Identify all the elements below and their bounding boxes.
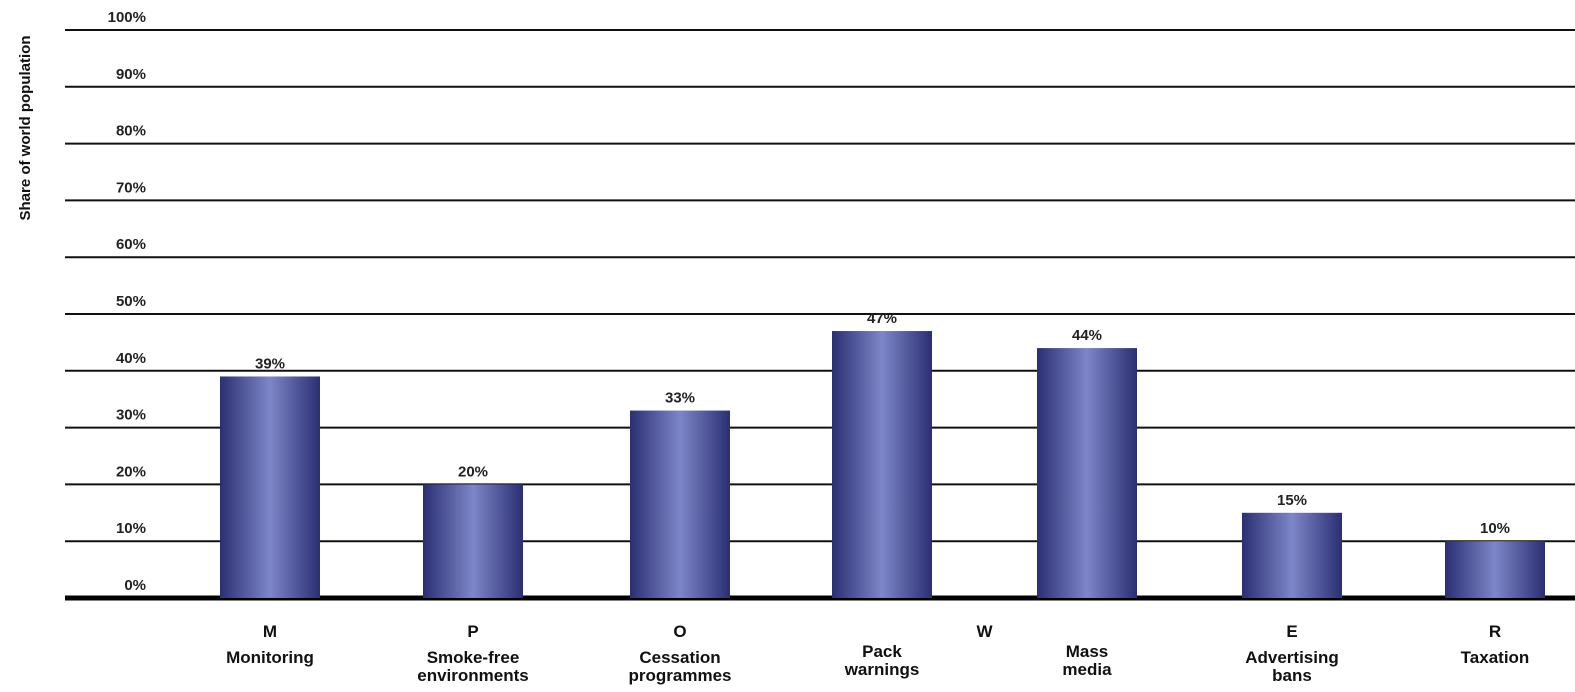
- y-axis-ticks: 0% 10% 20% 30% 40% 50% 60% 70% 80% 90% 100%: [108, 9, 146, 594]
- category-label: Cessation: [639, 648, 720, 667]
- y-tick-label: 60%: [116, 236, 146, 253]
- bar: [1037, 348, 1137, 598]
- category-letter: E: [1286, 622, 1297, 641]
- category-letter: M: [263, 622, 277, 641]
- bar: [423, 484, 523, 598]
- bar: [832, 331, 932, 598]
- data-label: 15%: [1277, 492, 1307, 509]
- category-label: bans: [1272, 666, 1312, 685]
- category-label: media: [1062, 660, 1112, 679]
- category-label: warnings: [844, 660, 920, 679]
- y-tick-label: 10%: [116, 520, 146, 537]
- category-letter: O: [673, 622, 686, 641]
- category-label: Monitoring: [226, 648, 314, 667]
- y-tick-label: 70%: [116, 179, 146, 196]
- category-label: Smoke-free: [427, 648, 520, 667]
- data-label: 44%: [1072, 327, 1102, 344]
- bar: [1445, 541, 1545, 598]
- y-tick-label: 80%: [116, 123, 146, 140]
- data-label: 10%: [1480, 520, 1510, 537]
- y-tick-label: 100%: [108, 9, 146, 26]
- data-label: 47%: [867, 310, 897, 327]
- category-label: programmes: [629, 666, 732, 685]
- category-label: Pack: [862, 642, 902, 661]
- y-tick-label: 90%: [116, 66, 146, 83]
- data-label: 39%: [255, 355, 285, 372]
- y-axis-label: Share of world population: [17, 36, 34, 221]
- data-label: 33%: [665, 390, 695, 407]
- value-labels: 39% 20% 33% 47% 44% 15% 10%: [255, 310, 1510, 537]
- data-label: 20%: [458, 463, 488, 480]
- category-letter: P: [467, 622, 478, 641]
- y-tick-label: 30%: [116, 407, 146, 424]
- category-label: Advertising: [1245, 648, 1339, 667]
- y-tick-label: 0%: [124, 577, 146, 594]
- category-group-letter: W: [976, 622, 993, 641]
- bar: [1242, 512, 1342, 598]
- y-tick-label: 50%: [116, 293, 146, 310]
- category-label: environments: [417, 666, 528, 685]
- category-letter: R: [1489, 622, 1501, 641]
- category-label: Mass: [1066, 642, 1109, 661]
- bar: [630, 410, 730, 598]
- bar: [220, 376, 320, 598]
- y-tick-label: 20%: [116, 463, 146, 480]
- y-tick-label: 40%: [116, 350, 146, 367]
- bars: [220, 331, 1545, 598]
- category-label: Taxation: [1461, 648, 1530, 667]
